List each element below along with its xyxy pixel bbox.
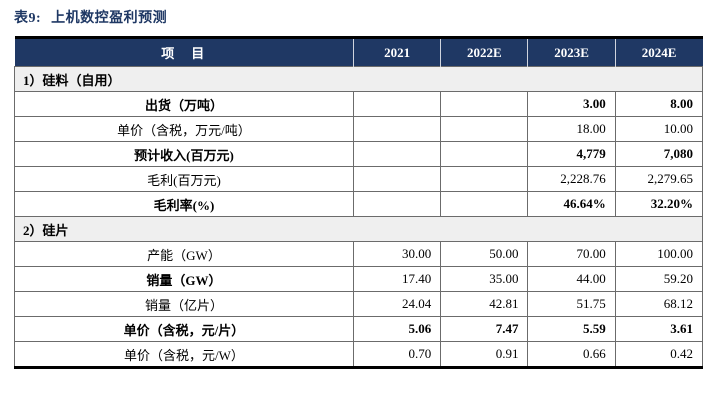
value-cell: 7.47 [440, 316, 529, 342]
value-cell: 0.66 [527, 341, 616, 368]
value-cell [352, 166, 442, 192]
value-cell [352, 141, 442, 167]
value-cell: 10.00 [614, 116, 704, 142]
row-label: 销量（GW） [14, 266, 354, 292]
table-row: 毛利(百万元) 2,228.76 2,279.65 [14, 166, 704, 192]
value-cell [352, 91, 442, 117]
table-row: 预计收入(百万元) 4,779 7,080 [14, 141, 704, 167]
value-cell: 3.61 [614, 316, 704, 342]
value-cell: 51.75 [527, 291, 616, 317]
column-header-item: 项 目 [14, 37, 354, 67]
section-row: 2）硅片 [14, 216, 703, 242]
row-label: 单价（含税，元/W） [14, 341, 354, 368]
value-cell [440, 166, 529, 192]
value-cell: 44.00 [527, 266, 616, 292]
value-cell: 4,779 [527, 141, 616, 167]
row-label: 预计收入(百万元) [14, 141, 354, 167]
row-label: 毛利率(%) [14, 191, 354, 217]
value-cell: 42.81 [440, 291, 529, 317]
table-row: 产能（GW） 30.00 50.00 70.00 100.00 [14, 241, 704, 267]
value-cell: 59.20 [614, 266, 704, 292]
table-header-row: 项 目 2021 2022E 2023E 2024E [14, 37, 703, 67]
section-row: 1）硅料（自用） [14, 66, 703, 92]
column-header-year: 2024E [614, 37, 703, 67]
table-row: 单价（含税，元/片） 5.06 7.47 5.59 3.61 [14, 316, 704, 342]
value-cell: 5.59 [527, 316, 616, 342]
row-label: 单价（含税，元/片） [14, 316, 354, 342]
value-cell: 24.04 [352, 291, 442, 317]
value-cell: 7,080 [614, 141, 704, 167]
value-cell: 46.64% [527, 191, 616, 217]
value-cell: 0.91 [440, 341, 529, 368]
value-cell: 2,279.65 [614, 166, 704, 192]
profit-forecast-table: 项 目 2021 2022E 2023E 2024E 1）硅料（自用） 出货（万吨） 3.0… [14, 36, 704, 369]
row-label: 单价（含税，万元/吨） [14, 116, 354, 142]
value-cell: 2,228.76 [527, 166, 616, 192]
value-cell [440, 141, 529, 167]
value-cell: 0.42 [614, 341, 704, 368]
value-cell: 32.20% [614, 191, 704, 217]
table-row: 毛利率(%) 46.64% 32.20% [14, 191, 704, 217]
value-cell [440, 191, 529, 217]
table-row: 单价（含税，万元/吨） 18.00 10.00 [14, 116, 704, 142]
value-cell: 0.70 [352, 341, 442, 368]
value-cell: 70.00 [527, 241, 616, 267]
value-cell: 68.12 [614, 291, 704, 317]
value-cell: 17.40 [352, 266, 442, 292]
value-cell [440, 116, 529, 142]
table-row: 销量（GW） 17.40 35.00 44.00 59.20 [14, 266, 704, 292]
row-label: 销量（亿片） [14, 291, 354, 317]
column-header-year: 2021 [352, 37, 441, 67]
column-header-year: 2022E [440, 37, 528, 67]
value-cell [440, 91, 529, 117]
table-row: 单价（含税，元/W） 0.70 0.91 0.66 0.42 [14, 341, 704, 368]
value-cell: 30.00 [352, 241, 442, 267]
table-row: 销量（亿片） 24.04 42.81 51.75 68.12 [14, 291, 704, 317]
table-row: 出货（万吨） 3.00 8.00 [14, 91, 704, 117]
row-label: 毛利(百万元) [14, 166, 354, 192]
value-cell [352, 116, 442, 142]
value-cell: 8.00 [614, 91, 704, 117]
table-title: 表9: 上机数控盈利预测 [14, 7, 167, 27]
section-label: 1）硅料（自用） [14, 66, 703, 92]
value-cell: 35.00 [440, 266, 529, 292]
table-number-label: 表9: [14, 11, 42, 26]
table-body: 1）硅料（自用） 出货（万吨） 3.00 8.00 单价（含税，万元/吨） 18.00 10… [14, 66, 704, 368]
value-cell [352, 191, 442, 217]
value-cell: 18.00 [527, 116, 616, 142]
value-cell: 50.00 [440, 241, 529, 267]
table-title-text: 上机数控盈利预测 [51, 11, 168, 26]
row-label: 出货（万吨） [14, 91, 354, 117]
column-header-year: 2023E [527, 37, 616, 67]
section-label: 2）硅片 [14, 216, 703, 242]
value-cell: 3.00 [527, 91, 616, 117]
value-cell: 100.00 [614, 241, 704, 267]
value-cell: 5.06 [352, 316, 442, 342]
row-label: 产能（GW） [14, 241, 354, 267]
